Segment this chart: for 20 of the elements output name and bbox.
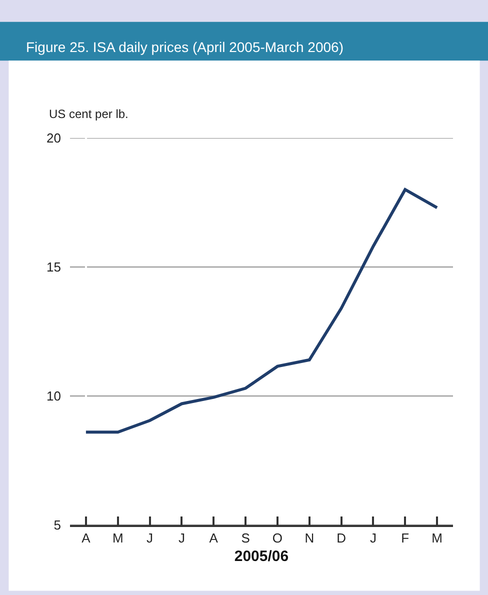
x-axis-title: 2005/06 <box>234 548 289 565</box>
x-tick-label: D <box>336 530 346 546</box>
line-series <box>84 188 439 434</box>
y-axis-title: US cent per lb. <box>49 107 128 121</box>
y-tick-label: 20 <box>46 130 61 146</box>
x-tick-label: S <box>241 530 250 546</box>
y-tick-label: 15 <box>46 260 61 275</box>
x-tick-label: J <box>178 530 185 546</box>
x-tick-label: A <box>209 530 218 546</box>
x-tick-label: M <box>112 530 124 546</box>
x-tick-label: N <box>304 530 314 546</box>
x-tick-label: M <box>432 530 442 546</box>
y-tick-label: 5 <box>54 518 61 533</box>
x-tick-label: J <box>146 530 154 546</box>
x-tick-label: O <box>272 530 283 546</box>
chart-title: Figure 25. ISA daily prices (April 2005-March 2006) <box>26 39 344 55</box>
y-tick-label: 10 <box>46 388 61 404</box>
x-tick-label: A <box>82 530 91 546</box>
x-tick-label: F <box>401 530 410 546</box>
x-tick-label: J <box>370 530 376 546</box>
